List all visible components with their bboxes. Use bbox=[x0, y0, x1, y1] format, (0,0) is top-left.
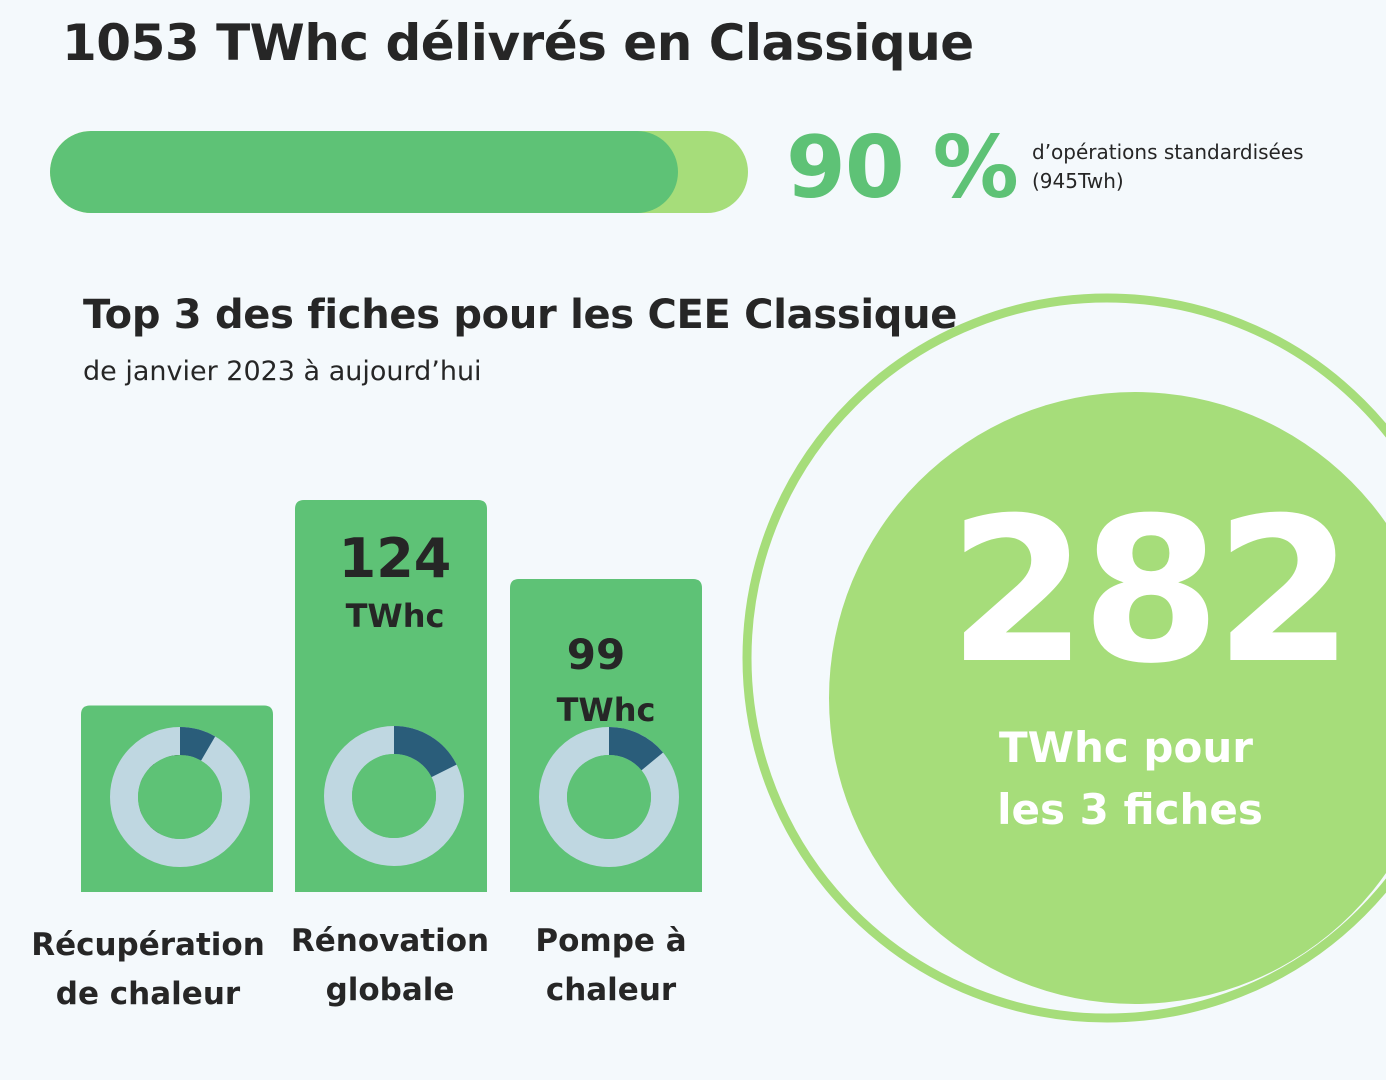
total-circle-group: 282 TWhc pour les 3 fiches bbox=[742, 293, 1386, 1023]
bar-value-label: 99 bbox=[567, 630, 625, 679]
bar-group: 124 TWhc Rénovation globale bbox=[291, 500, 489, 1008]
donut-segment bbox=[393, 726, 457, 778]
category-label-line1: Rénovation bbox=[291, 923, 489, 959]
standardized-progress-bar bbox=[50, 131, 748, 213]
category-label-line2: globale bbox=[326, 972, 455, 1008]
standardized-progress-fill bbox=[50, 131, 679, 213]
standardized-caption-line2: (945Twh) bbox=[1032, 169, 1124, 193]
bar-value-label: 124 bbox=[339, 527, 452, 590]
donut-center bbox=[567, 755, 651, 839]
category-label-line2: de chaleur bbox=[56, 976, 241, 1012]
standardized-caption-line1: d’opérations standardisées bbox=[1032, 140, 1304, 164]
standardized-percent: 90 % bbox=[786, 118, 1019, 218]
standardized-caption: d’opérations standardisées (945Twh) bbox=[1032, 138, 1304, 196]
total-caption-line2: les 3 fiches bbox=[997, 785, 1263, 834]
donut-center bbox=[138, 755, 222, 839]
total-circle bbox=[829, 392, 1386, 1004]
total-value: 282 bbox=[948, 475, 1347, 708]
donut-segment bbox=[608, 727, 664, 771]
donut-center bbox=[352, 754, 436, 838]
donut-segment bbox=[179, 727, 216, 762]
section-title: Top 3 des fiches pour les CEE Classique bbox=[83, 292, 958, 338]
bar-unit-label: TWhc bbox=[557, 691, 656, 729]
category-label-line1: Pompe à bbox=[535, 923, 686, 959]
section-subtitle: de janvier 2023 à aujourd’hui bbox=[83, 356, 482, 387]
total-caption-line1: TWhc pour bbox=[999, 723, 1253, 772]
bar-group: 59TWhcRécupérationde chaleur bbox=[31, 705, 273, 1012]
bar-group: 99 TWhc Pompe à chaleur bbox=[510, 579, 702, 1008]
total-outer-ring bbox=[742, 293, 1386, 1023]
category-label-line2: chaleur bbox=[546, 972, 677, 1008]
category-label-line1: Récupération bbox=[31, 927, 265, 963]
main-title: 1053 TWhc délivrés en Classique bbox=[62, 14, 974, 72]
bar-unit-label: TWhc bbox=[346, 597, 445, 635]
